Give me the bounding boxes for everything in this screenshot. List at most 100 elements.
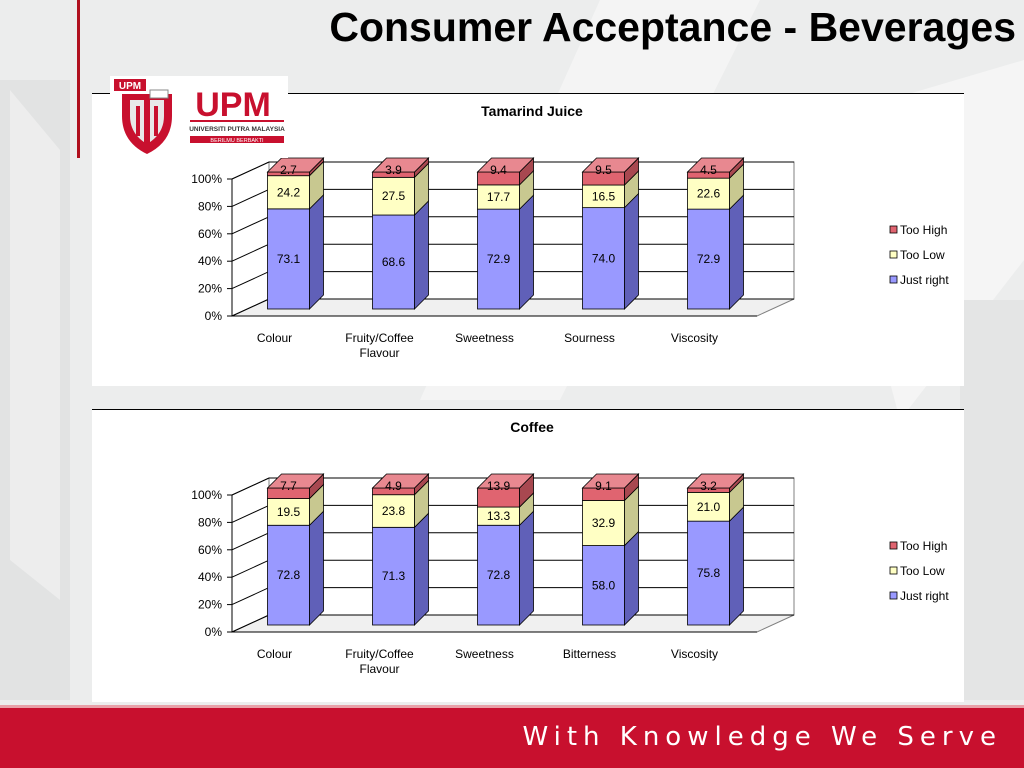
legend-label: Too Low (900, 564, 945, 578)
y-tick-label: 60% (198, 543, 222, 557)
y-tick-label: 20% (198, 598, 222, 612)
y-tick-label: 100% (191, 172, 222, 186)
data-label: 13.9 (487, 479, 511, 493)
legend: Too High Too Low Just right (874, 218, 956, 300)
bar-top (266, 473, 325, 489)
bar-side (624, 192, 639, 310)
y-tick-label: 100% (191, 488, 222, 502)
data-label: 4.9 (385, 479, 402, 493)
category-label: Sweetness (455, 331, 514, 345)
bar-segment (582, 500, 625, 546)
data-label: 17.7 (487, 190, 511, 204)
gridline-diagonal (231, 298, 270, 317)
slide-title: Consumer Acceptance - Beverages (329, 4, 1016, 50)
accent-bar (77, 0, 80, 158)
y-tick-label: 60% (198, 227, 222, 241)
gridline-diagonal (231, 477, 270, 496)
data-label: 73.1 (277, 252, 301, 266)
legend-label: Just right (900, 589, 949, 603)
y-tick-label: 80% (198, 199, 222, 213)
gridline-diagonal (231, 243, 270, 262)
bar-side (309, 510, 324, 626)
chart-coffee: Coffee 0% 20% 40% 60% 80% 100% 72.8 19.5 7.7 Colou… (191, 419, 956, 676)
gridline-diagonal (231, 532, 270, 551)
gridline-diagonal (231, 559, 270, 578)
chart-title: Coffee (510, 419, 554, 435)
bar-top (266, 157, 325, 173)
legend-label: Too Low (900, 248, 945, 262)
logo-badge-text: UPM (119, 81, 141, 92)
data-label: 27.5 (382, 189, 406, 203)
bar-side (309, 193, 324, 310)
data-label: 9.5 (595, 163, 612, 177)
data-label: 75.8 (697, 566, 721, 580)
chart-tamarind-juice: Tamarind Juice 0% 20% 40% 60% 80% 100% 73.1 24.2… (191, 103, 956, 360)
upm-logo: UPM UPM UNIVERSITI PUTRA MALAYSIA BERILM… (110, 76, 288, 158)
y-tick-label: 0% (205, 625, 223, 639)
data-label: 72.9 (487, 252, 511, 266)
y-tick-label: 40% (198, 570, 222, 584)
logo-university-name: UNIVERSITI PUTRA MALAYSIA (189, 126, 285, 133)
legend-swatch (889, 275, 898, 284)
legend-box (874, 534, 956, 616)
bar-side (624, 530, 639, 626)
category-label: Colour (257, 647, 292, 661)
data-label: 72.8 (487, 568, 511, 582)
bar-top (476, 473, 535, 489)
legend-swatch (889, 225, 898, 234)
bar-top (686, 473, 745, 489)
data-label: 7.7 (280, 479, 297, 493)
data-label: 9.4 (490, 163, 507, 177)
y-tick-label: 80% (198, 515, 222, 529)
legend-swatch (889, 591, 898, 600)
category-label: Flavour (359, 662, 399, 676)
data-label: 3.2 (700, 479, 717, 493)
category-label: Viscosity (671, 331, 718, 345)
data-label: 4.5 (700, 163, 717, 177)
bar-segment (582, 207, 625, 310)
y-tick-label: 0% (205, 309, 223, 323)
bar-top (581, 157, 640, 173)
data-label: 2.7 (280, 163, 297, 177)
data-label: 22.6 (697, 187, 721, 201)
category-label: Sweetness (455, 647, 514, 661)
footer-highlight (0, 705, 1024, 708)
bar-side (729, 194, 744, 310)
data-label: 9.1 (595, 479, 612, 493)
data-label: 74.0 (592, 251, 616, 265)
data-label: 16.5 (592, 189, 616, 203)
data-label: 58.0 (592, 578, 616, 592)
data-label: 3.9 (385, 163, 402, 177)
bar-segment (372, 214, 415, 310)
legend-label: Too High (900, 539, 947, 553)
footer-bar (0, 705, 1024, 768)
bar-side (729, 506, 744, 626)
bar-segment (582, 545, 625, 626)
data-label: 13.3 (487, 509, 511, 523)
gridline-diagonal (231, 504, 270, 523)
chart-panel-coffee: Coffee 0% 20% 40% 60% 80% 100% 72.8 19.5 7.7 Colou… (92, 409, 964, 702)
bar-side (519, 510, 534, 626)
data-label: 71.3 (382, 569, 406, 583)
bar-top (581, 473, 640, 489)
logo-wordmark: UPM (195, 86, 271, 124)
bar-segment (687, 491, 730, 522)
gridline-diagonal (231, 271, 270, 290)
bar-side (414, 200, 429, 310)
bar-segment (372, 494, 415, 528)
bar-segment (687, 208, 730, 310)
data-label: 24.2 (277, 185, 301, 199)
bar-side (519, 194, 534, 310)
y-tick-label: 40% (198, 254, 222, 268)
bar-top (476, 157, 535, 173)
chart-title: Tamarind Juice (481, 103, 583, 119)
category-label: Viscosity (671, 647, 718, 661)
legend-label: Just right (900, 273, 949, 287)
bar-side (414, 512, 429, 626)
gridline-diagonal (231, 188, 270, 207)
upm-logo-icon: UPM UPM UNIVERSITI PUTRA MALAYSIA BERILM… (110, 76, 288, 158)
legend-box (874, 218, 956, 300)
bar-segment (477, 208, 520, 310)
legend-label: Too High (900, 223, 947, 237)
footer-motto: With Knowledge We Serve (522, 722, 1002, 752)
